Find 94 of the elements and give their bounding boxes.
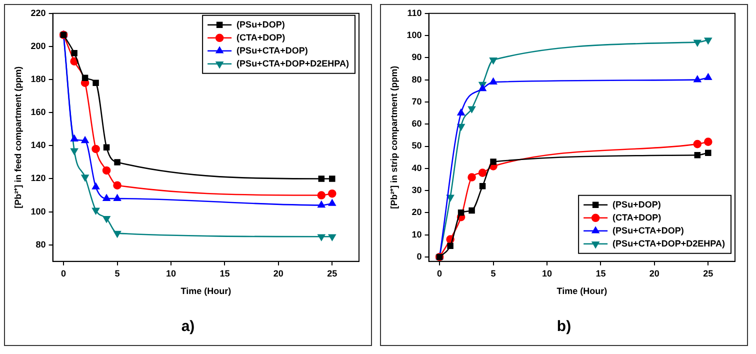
point (694, 40, 702, 46)
y-tick-label: 220 (30, 8, 46, 18)
point (478, 168, 487, 177)
point (447, 242, 454, 250)
x-tick-label: 20 (273, 268, 284, 278)
point (328, 234, 336, 241)
y-tick-label: 50 (412, 140, 422, 151)
legend-label: (PSu+CTA+DOP) (236, 45, 308, 56)
point (704, 38, 712, 44)
legend-label: (PSu+DOP) (236, 19, 285, 30)
point (457, 108, 465, 116)
legend-label: (CTA+DOP) (236, 32, 286, 42)
point (114, 230, 121, 238)
x-tick-label: 10 (166, 268, 176, 278)
y-tick-label: 0 (416, 251, 422, 262)
point (458, 210, 464, 216)
x-axis-title: Time (Hour) (180, 286, 232, 296)
point (318, 234, 326, 241)
y-tick-label: 90 (412, 52, 422, 62)
legend-label: (CTA+DOP) (612, 212, 662, 222)
legend-label: (PSu+CTA+DOP) (612, 225, 684, 236)
y-tick-label: 160 (30, 107, 46, 118)
point (446, 194, 454, 202)
point (478, 84, 486, 92)
point (329, 176, 336, 182)
y-tick-label: 140 (30, 140, 46, 150)
point (694, 152, 701, 158)
point (694, 76, 702, 82)
y-tick-label: 80 (36, 239, 46, 250)
point (114, 159, 120, 166)
point (81, 136, 89, 144)
point (317, 191, 326, 200)
point (490, 158, 496, 165)
y-tick-label: 100 (30, 206, 46, 216)
point (102, 216, 110, 223)
y-tick-label: 70 (412, 96, 422, 106)
y-tick-label: 80 (412, 74, 422, 84)
text: a) (180, 318, 196, 335)
x-tick-label: 15 (596, 268, 606, 278)
y-tick-label: 10 (412, 229, 422, 240)
x-tick-label: 25 (703, 268, 714, 278)
legend-label: (PSu+CTA+DOP+D2EHPA) (236, 58, 350, 68)
point (705, 150, 712, 156)
legend-label: (PSu+DOP) (612, 199, 661, 210)
point (490, 78, 497, 84)
y-tick-label: 180 (30, 74, 46, 84)
point (328, 189, 336, 198)
point (102, 194, 110, 201)
point (70, 148, 78, 155)
point (468, 207, 475, 214)
y-tick-label: 120 (30, 173, 46, 184)
point (70, 134, 78, 142)
x-tick-label: 25 (327, 268, 338, 278)
y-tick-label: 30 (412, 185, 422, 196)
y-tick-label: 40 (412, 162, 422, 173)
point (468, 173, 476, 182)
text: b) (556, 318, 572, 335)
x-tick-label: 5 (490, 268, 496, 278)
point (71, 50, 78, 56)
point (102, 166, 111, 175)
point (92, 208, 100, 214)
x-tick-label: 0 (61, 268, 66, 278)
x-tick-label: 10 (542, 268, 552, 278)
point (92, 80, 99, 86)
point (479, 182, 486, 190)
point (114, 194, 121, 201)
point (113, 181, 122, 190)
point (704, 138, 712, 146)
y-tick-label: 60 (412, 118, 422, 129)
y-tick-label: 110 (407, 8, 422, 18)
x-tick-label: 0 (437, 268, 442, 278)
point (81, 174, 89, 182)
point (468, 106, 476, 113)
x-tick-label: 20 (649, 268, 660, 278)
legend-label: (PSu+CTA+DOP+D2EHPA) (612, 238, 726, 248)
point (82, 74, 88, 82)
y-tick-label: 20 (412, 207, 422, 218)
point (328, 199, 336, 206)
y-axis-title: [Pb²⁺] in strip compartment (ppm) (388, 66, 399, 209)
point (318, 176, 325, 182)
point (457, 124, 465, 130)
y-tick-label: 100 (406, 30, 422, 40)
x-tick-label: 15 (220, 268, 230, 278)
point (704, 73, 712, 80)
point (490, 58, 497, 64)
y-tick-label: 200 (30, 40, 46, 51)
point (92, 182, 100, 190)
point (92, 144, 100, 154)
y-axis-title: [Pb²⁺] in feed compartment (ppm) (12, 66, 23, 208)
point (318, 201, 326, 208)
point (693, 140, 702, 148)
x-axis-title: Time (Hour) (556, 286, 608, 296)
x-tick-label: 5 (114, 268, 120, 278)
point (103, 144, 110, 150)
